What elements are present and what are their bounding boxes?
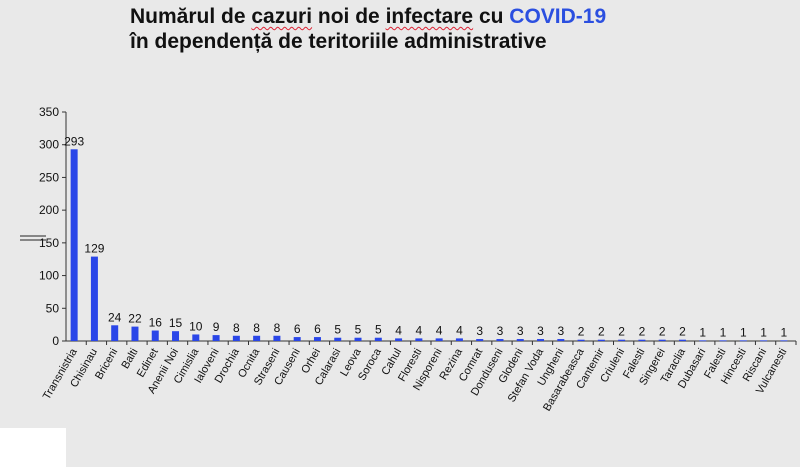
bar <box>111 325 119 341</box>
bar <box>70 149 78 341</box>
data-label: 24 <box>108 310 122 324</box>
title-highlight: COVID-19 <box>509 5 607 28</box>
bar <box>415 338 423 341</box>
data-label: 3 <box>517 324 524 338</box>
bar <box>557 339 565 341</box>
y-tick-label: 100 <box>39 269 59 283</box>
bar <box>476 339 484 341</box>
data-label: 3 <box>476 324 483 338</box>
data-label: 2 <box>618 325 625 339</box>
y-tick-label: 300 <box>39 138 59 152</box>
bar <box>618 339 626 341</box>
title-part: Numărul de <box>130 5 252 28</box>
data-label: 3 <box>557 324 564 338</box>
chart-title: Numărul de cazuri noi de infectare cu CO… <box>130 4 606 54</box>
y-tick-label: 0 <box>52 334 59 348</box>
data-label: 5 <box>355 323 362 337</box>
title-part: cu <box>473 5 510 28</box>
bar <box>172 331 180 341</box>
data-label: 1 <box>720 325 727 339</box>
data-label: 8 <box>233 321 240 335</box>
bar <box>658 339 666 341</box>
bar <box>678 339 686 341</box>
bar <box>395 338 403 341</box>
title-part: noi de <box>312 5 386 28</box>
bar <box>90 256 98 341</box>
data-label: 10 <box>189 319 203 333</box>
bar <box>334 337 342 341</box>
bar <box>760 340 768 342</box>
corner-patch <box>0 428 66 467</box>
bar <box>496 339 504 341</box>
data-label: 8 <box>274 321 281 335</box>
data-label: 6 <box>314 322 321 336</box>
bar <box>212 335 220 341</box>
data-label: 1 <box>760 325 767 339</box>
bar <box>597 339 605 341</box>
bar <box>719 340 727 342</box>
bar <box>455 338 463 341</box>
data-label: 2 <box>659 325 666 339</box>
bar <box>131 326 139 341</box>
data-label: 2 <box>679 325 686 339</box>
bar <box>638 339 646 341</box>
data-label: 6 <box>294 322 301 336</box>
data-label: 1 <box>781 325 788 339</box>
bar <box>699 340 707 342</box>
bar <box>232 335 240 341</box>
bar <box>192 334 200 341</box>
data-label: 1 <box>699 325 706 339</box>
data-label: 2 <box>639 325 646 339</box>
data-label: 4 <box>395 323 402 337</box>
bar <box>516 339 524 341</box>
bar <box>780 340 788 342</box>
data-label: 16 <box>149 316 163 330</box>
data-label: 293 <box>64 134 84 148</box>
y-tick-label: 250 <box>39 170 59 184</box>
data-label: 1 <box>740 325 747 339</box>
data-label: 4 <box>436 323 443 337</box>
title-part: infectare <box>385 5 474 28</box>
data-label: 5 <box>334 323 341 337</box>
title-part: cazuri <box>251 5 313 28</box>
bar <box>313 337 321 341</box>
data-label: 3 <box>537 324 544 338</box>
chart-title-line1: Numărul de cazuri noi de infectare cu CO… <box>130 4 606 29</box>
data-label: 15 <box>169 316 183 330</box>
y-tick-label: 50 <box>46 301 60 315</box>
bar <box>374 337 382 341</box>
data-label: 129 <box>84 242 104 256</box>
y-tick-label: 350 <box>39 105 59 119</box>
data-label: 5 <box>375 323 382 337</box>
bar <box>253 335 261 341</box>
data-label: 4 <box>416 323 423 337</box>
data-label: 22 <box>128 312 142 326</box>
chart-title-line2: în dependență de teritoriile administrat… <box>130 30 547 53</box>
data-label: 4 <box>456 323 463 337</box>
data-label: 9 <box>213 320 220 334</box>
bar <box>293 337 301 341</box>
bar <box>151 330 159 341</box>
data-label: 8 <box>253 321 260 335</box>
bar <box>273 335 281 341</box>
bar <box>435 338 443 341</box>
data-label: 2 <box>578 325 585 339</box>
bar <box>739 340 747 342</box>
y-tick-label: 150 <box>39 236 59 250</box>
bar <box>537 339 545 341</box>
data-label: 3 <box>497 324 504 338</box>
bar <box>577 339 585 341</box>
data-label: 2 <box>598 325 605 339</box>
bar <box>354 337 362 341</box>
y-tick-label: 200 <box>39 203 59 217</box>
